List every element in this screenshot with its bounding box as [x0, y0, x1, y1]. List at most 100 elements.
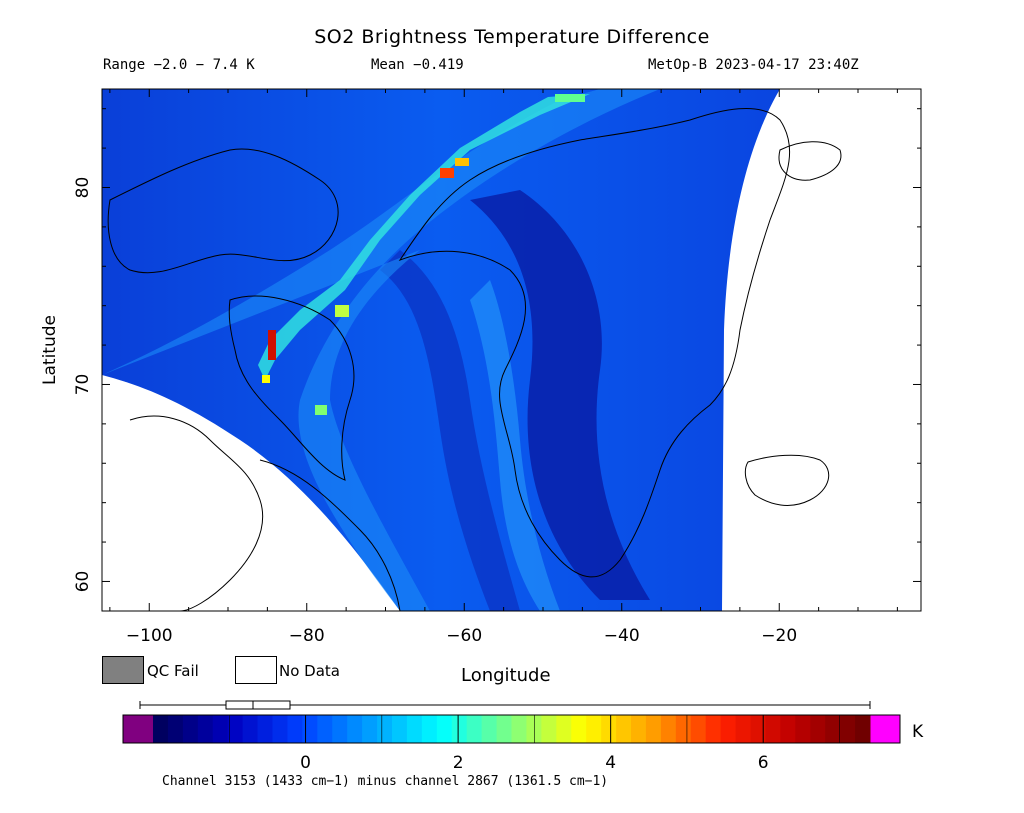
colorbar-cell	[511, 715, 527, 743]
colorbar-boxplot	[225, 700, 291, 710]
colorbar-cell	[855, 715, 871, 743]
colorbar-cell	[347, 715, 363, 743]
colorbar-cell	[840, 715, 856, 743]
colorbar-cell	[197, 715, 214, 743]
colorbar-cell	[660, 715, 677, 743]
colorbar-cell	[645, 715, 662, 743]
streak-hotspot-5	[335, 305, 349, 317]
satellite-time-text: MetOp-B 2023-04-17 23:40Z	[648, 57, 859, 73]
colorbar-cell	[750, 715, 766, 743]
no-data-label: No Data	[279, 662, 340, 680]
colorbar-tick-label: 2	[453, 753, 464, 773]
plot-frame	[101, 88, 922, 612]
y-tick-label: 60	[73, 571, 93, 593]
colorbar-cell	[705, 715, 722, 743]
streak-hotspot-1	[440, 168, 454, 178]
colorbar-cell	[496, 715, 512, 743]
x-tick-label: −100	[126, 626, 173, 646]
swath-inner-light	[470, 280, 560, 611]
colorbar-tick-label: 4	[605, 753, 616, 773]
colorbar-cell	[227, 715, 244, 743]
colorbar-cell	[257, 715, 273, 743]
colorbar-cells	[123, 715, 900, 743]
x-axis-ticks: −100 −80 −60 −40 −20	[109, 89, 898, 646]
colorbar-cell	[720, 715, 737, 743]
qc-fail-swatch	[102, 656, 144, 684]
colorbar-cell	[795, 715, 811, 743]
colorbar-cell	[212, 715, 229, 743]
colorbar-cell	[272, 715, 288, 743]
colorbar-ticks: 0 2 4 6	[228, 715, 840, 773]
colorbar-frame	[122, 714, 901, 744]
colorbar-cell	[377, 715, 393, 743]
coastlines	[107, 108, 842, 611]
greenland-coast	[398, 108, 791, 578]
svalbard-coast	[778, 141, 842, 181]
colorbar-cell	[780, 715, 796, 743]
canadian-archipelago-coast	[107, 148, 339, 274]
colorbar-cell	[601, 715, 617, 743]
colorbar-cell	[825, 715, 841, 743]
x-axis-label: Longitude	[461, 665, 551, 686]
x-tick-label: −20	[761, 626, 797, 646]
colorbar-cell	[765, 715, 781, 743]
colorbar-cell	[541, 715, 557, 743]
colorbar-tick-label: 6	[758, 753, 769, 773]
colorbar-tick-label: 0	[300, 753, 311, 773]
colorbar-cell	[362, 715, 378, 743]
y-tick-label: 80	[73, 177, 93, 199]
mean-text: Mean −0.419	[371, 57, 464, 73]
channel-footnote: Channel 3153 (1433 cm−1) minus channel 2…	[162, 774, 609, 789]
colorbar-cell	[690, 715, 707, 743]
y-tick-label: 70	[73, 374, 93, 396]
colorbar-over-cell	[870, 715, 900, 743]
colorbar-cell	[182, 715, 199, 743]
streak-hotspot-4	[262, 375, 270, 383]
greenland-dark-band-west	[380, 250, 520, 611]
streak-hotspot-6	[555, 94, 585, 102]
y-axis-label: Latitude	[40, 315, 60, 385]
y-axis-ticks: 60 70 80	[73, 108, 921, 593]
labrador-coast	[259, 459, 401, 611]
colorbar-cell	[556, 715, 572, 743]
hudson-coast	[129, 415, 264, 611]
data-swath	[102, 89, 780, 611]
x-tick-label: −40	[604, 626, 640, 646]
colorbar-under-cell	[123, 715, 153, 743]
colorbar-cell	[287, 715, 303, 743]
colorbar-cell	[616, 715, 632, 743]
greenland-dark-band	[470, 190, 650, 600]
colorbar-cell	[466, 715, 483, 743]
baffin-island-coast	[228, 295, 355, 481]
colorbar-cell	[167, 715, 184, 743]
x-tick-label: −60	[446, 626, 482, 646]
range-text: Range −2.0 − 7.4 K	[103, 57, 255, 73]
colorbar-cell	[242, 715, 259, 743]
colorbar-cell	[586, 715, 602, 743]
colorbar-unit: K	[912, 722, 924, 742]
colorbar-cell	[675, 715, 692, 743]
colorbar-cell	[317, 715, 333, 743]
colorbar-cell	[153, 715, 169, 743]
colorbar-cell	[810, 715, 826, 743]
colorbar-cell	[451, 715, 468, 743]
colorbar-cell	[392, 715, 408, 743]
colorbar-cell	[436, 715, 453, 743]
colorbar-cell	[421, 715, 438, 743]
no-data-swatch	[235, 656, 277, 684]
colorbar-cell	[332, 715, 348, 743]
colorbar-cell	[631, 715, 647, 743]
colorbar-cell	[481, 715, 498, 743]
streak-hotspot-2	[455, 158, 469, 166]
streak-hotspot-3	[268, 330, 276, 360]
map-title: SO2 Brightness Temperature Difference	[314, 26, 710, 48]
colorbar-cell	[406, 715, 423, 743]
streak-hotspot-7	[315, 405, 327, 415]
iceland-coast	[744, 454, 830, 506]
colorbar-cell	[302, 715, 318, 743]
x-tick-label: −80	[289, 626, 325, 646]
colorbar-cell	[571, 715, 587, 743]
qc-fail-label: QC Fail	[147, 662, 199, 680]
